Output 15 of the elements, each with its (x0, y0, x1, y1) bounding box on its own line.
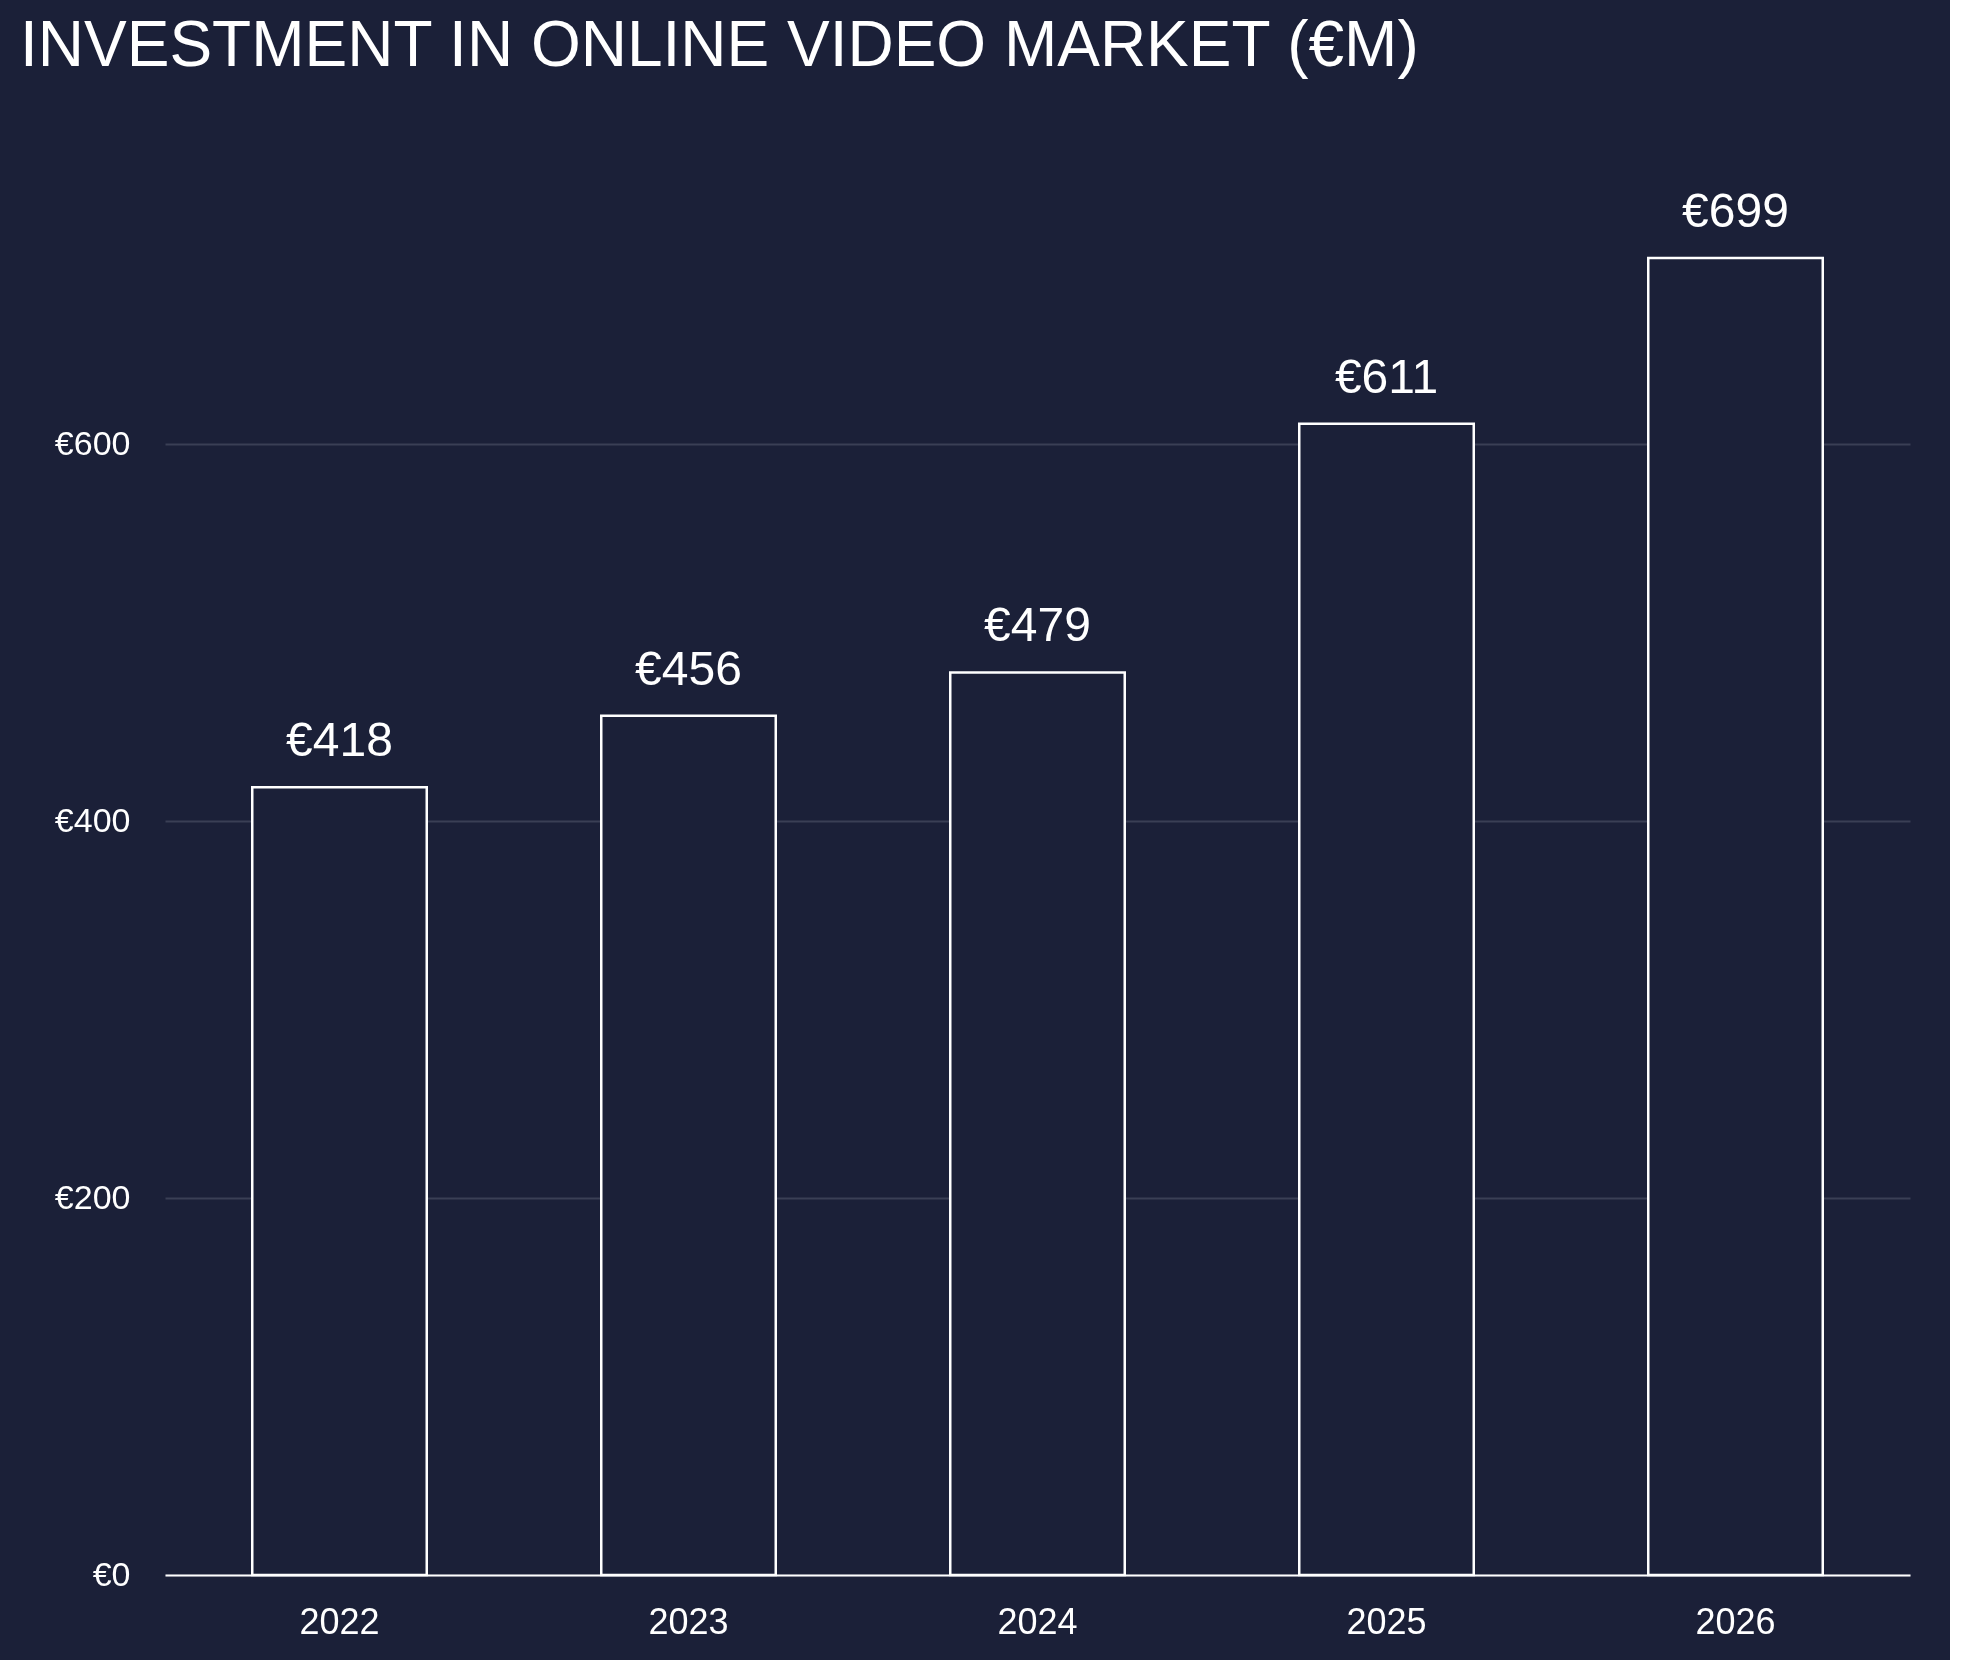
data-label: €456 (635, 641, 742, 695)
y-tick-label: €0 (92, 1554, 131, 1593)
x-tick-label: 2024 (997, 1600, 1078, 1642)
x-tick-label: 2022 (299, 1600, 380, 1642)
y-tick-label: €400 (54, 800, 131, 839)
x-tick-label: 2025 (1346, 1600, 1427, 1642)
data-label: €699 (1682, 183, 1789, 237)
x-tick-label: 2023 (648, 1600, 729, 1642)
data-label: €479 (984, 598, 1091, 652)
chart-title: INVESTMENT IN ONLINE VIDEO MARKET (€M) (20, 7, 1419, 80)
data-label: €418 (286, 713, 393, 767)
y-tick-label: €200 (54, 1177, 131, 1216)
data-label: €611 (1334, 349, 1439, 403)
y-tick-label: €600 (54, 423, 131, 462)
x-tick-label: 2026 (1695, 1600, 1776, 1642)
